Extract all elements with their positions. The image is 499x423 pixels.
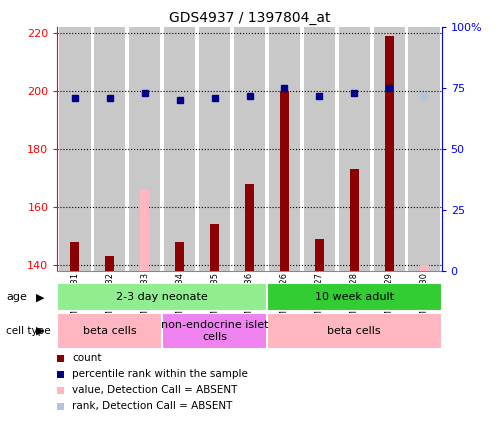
Bar <box>350 169 359 271</box>
Bar <box>315 239 324 271</box>
Bar <box>175 242 184 271</box>
Text: non-endocrine islet
cells: non-endocrine islet cells <box>161 320 268 342</box>
Bar <box>267 313 442 349</box>
Bar <box>105 256 114 271</box>
Bar <box>57 313 162 349</box>
Bar <box>129 27 161 271</box>
Bar <box>338 27 370 271</box>
Bar <box>162 313 267 349</box>
Bar <box>420 265 429 271</box>
Bar <box>199 27 230 271</box>
Text: count: count <box>72 353 102 363</box>
Bar <box>303 27 335 271</box>
Bar <box>164 27 195 271</box>
Bar <box>280 91 289 271</box>
Bar <box>59 27 91 271</box>
Bar <box>373 27 405 271</box>
Bar <box>57 283 267 311</box>
Bar <box>385 36 394 271</box>
Bar <box>234 27 265 271</box>
Text: 2-3 day neonate: 2-3 day neonate <box>116 292 208 302</box>
Text: 10 week adult: 10 week adult <box>315 292 394 302</box>
Text: rank, Detection Call = ABSENT: rank, Detection Call = ABSENT <box>72 401 233 411</box>
Bar <box>94 27 126 271</box>
Bar <box>267 283 442 311</box>
Text: GDS4937 / 1397804_at: GDS4937 / 1397804_at <box>169 11 330 25</box>
Text: value, Detection Call = ABSENT: value, Detection Call = ABSENT <box>72 385 238 395</box>
Bar <box>268 27 300 271</box>
Bar <box>140 190 149 271</box>
Bar <box>70 242 79 271</box>
Text: percentile rank within the sample: percentile rank within the sample <box>72 369 248 379</box>
Text: beta cells: beta cells <box>327 326 381 336</box>
Bar <box>408 27 440 271</box>
Text: cell type: cell type <box>6 326 50 336</box>
Text: ▶: ▶ <box>36 326 45 336</box>
Bar <box>210 224 219 271</box>
Bar <box>245 184 254 271</box>
Text: ▶: ▶ <box>36 292 45 302</box>
Text: beta cells: beta cells <box>83 326 137 336</box>
Text: age: age <box>6 292 27 302</box>
